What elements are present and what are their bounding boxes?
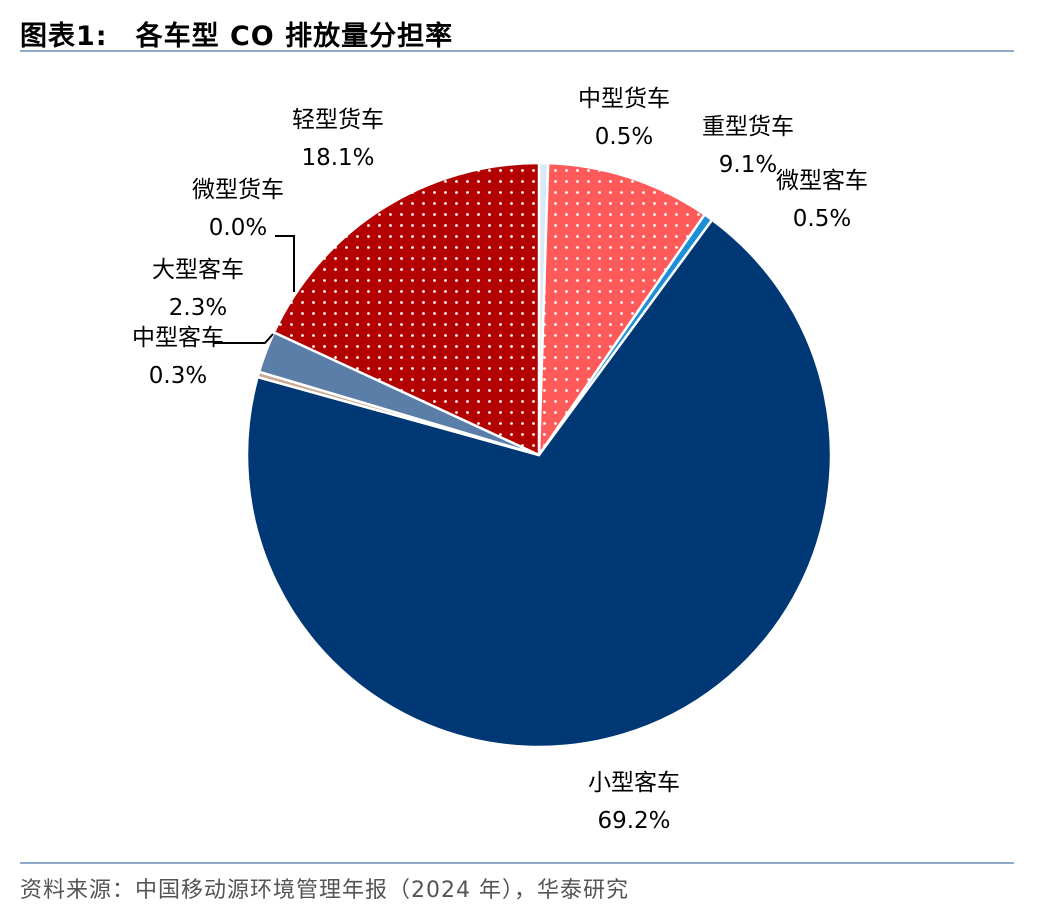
- leader-lines: [214, 235, 295, 344]
- slice-6-name: 微型货车: [192, 177, 284, 203]
- slice-6-leader-line: [275, 235, 295, 292]
- chart-title: 图表1: 各车型 CO 排放量分担率: [20, 14, 453, 53]
- title-divider: [20, 50, 1014, 52]
- pie-slice-3: [245, 218, 833, 749]
- slice-2-value: 0.5%: [793, 206, 851, 232]
- slice-6-value: 0.0%: [209, 215, 267, 241]
- slice-7-value: 18.1%: [301, 145, 374, 171]
- slice-5-name: 大型客车: [152, 257, 244, 283]
- pie-slice-7: [272, 161, 541, 457]
- slice-3-name: 小型客车: [588, 770, 680, 796]
- slice-7-name: 轻型货车: [292, 107, 384, 133]
- slice-0-value: 0.5%: [595, 124, 653, 150]
- slice-4-name: 中型客车: [132, 325, 224, 351]
- slice-1-name: 重型货车: [702, 114, 794, 140]
- pie-slice-1: [537, 161, 706, 457]
- source-divider: [20, 862, 1014, 864]
- slice-2-name: 微型客车: [776, 168, 868, 194]
- slice-0-name: 中型货车: [578, 86, 670, 112]
- source-note: 资料来源：中国移动源环境管理年报（2024 年），华泰研究: [20, 878, 629, 903]
- slice-4-value: 0.3%: [149, 363, 207, 389]
- slice-4-leader-line: [214, 333, 274, 344]
- figure-title: 各车型 CO 排放量分担率: [135, 21, 454, 52]
- slice-labels: 中型货车 0.5% 重型货车 9.1%微型客车 0.5% 小型客车 69.2% 中型客车 0.3…: [132, 86, 868, 834]
- slice-3-value: 69.2%: [597, 808, 670, 834]
- slice-5-value: 2.3%: [169, 295, 227, 321]
- figure-number: 图表1:: [20, 21, 108, 52]
- pie-slices: [245, 161, 833, 749]
- slice-1-value: 9.1%: [719, 152, 777, 178]
